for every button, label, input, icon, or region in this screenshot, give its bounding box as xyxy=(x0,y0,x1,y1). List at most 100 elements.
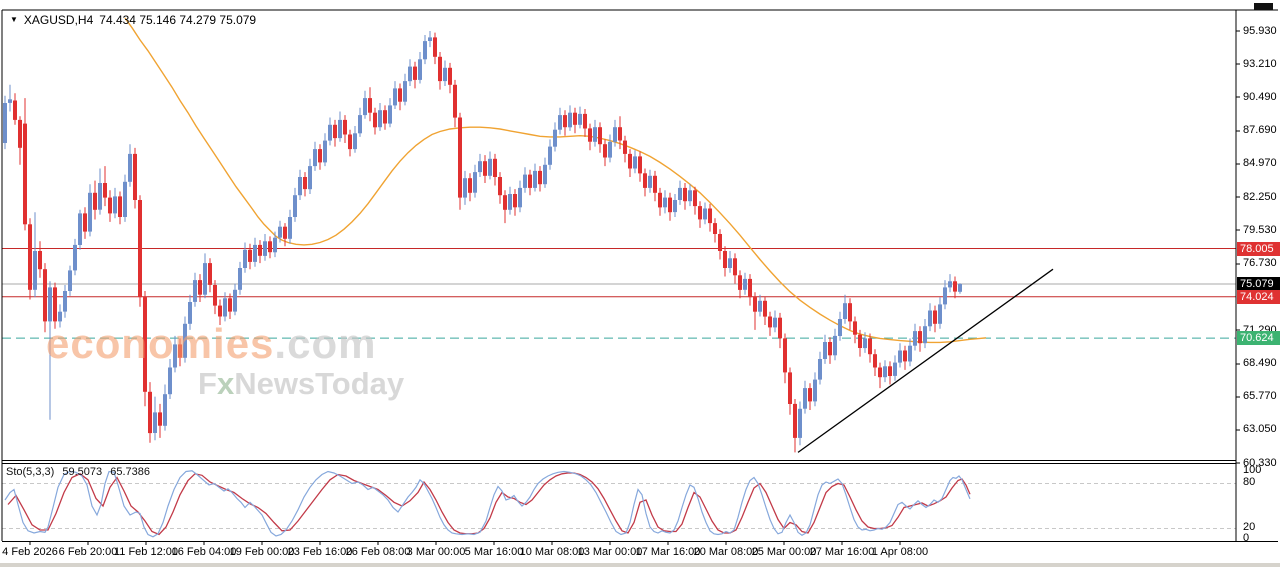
candle-body xyxy=(763,300,767,317)
candle-body xyxy=(178,344,182,358)
candle-body xyxy=(498,177,502,196)
candle-body xyxy=(313,149,317,167)
candle-body xyxy=(563,115,567,128)
candle-body xyxy=(813,379,817,402)
candle-body xyxy=(318,149,322,163)
trendline[interactable] xyxy=(797,268,1054,453)
price-tick-label: 82.250 xyxy=(1243,191,1277,203)
candle-body xyxy=(898,350,902,363)
candle-body xyxy=(183,323,187,358)
candle-body xyxy=(108,197,112,214)
candle-body xyxy=(113,196,117,214)
candle-body xyxy=(838,319,842,336)
candle-body xyxy=(303,177,307,190)
candle-body xyxy=(603,144,607,158)
candle-body xyxy=(33,251,37,290)
candle-body xyxy=(143,297,147,392)
sto-tick-label: 0 xyxy=(1243,532,1250,544)
candle-body xyxy=(588,128,592,142)
chart-title: ▼ XAGUSD,H4 74.434 75.146 74.279 75.079 xyxy=(10,13,256,27)
date-tick-label: 23 Feb 16:00 xyxy=(287,546,353,558)
candle-body xyxy=(478,161,482,173)
candle-body xyxy=(73,244,77,271)
price-tick-label: 63.050 xyxy=(1243,423,1277,435)
candle-body xyxy=(473,172,477,193)
candle-body xyxy=(193,280,197,302)
price-tick-label: 79.530 xyxy=(1243,224,1277,236)
candle-body xyxy=(958,284,962,292)
candle-body xyxy=(358,115,362,134)
candle-body xyxy=(23,123,27,225)
candle-body xyxy=(733,258,737,276)
candle-body xyxy=(338,119,342,139)
price-tick-label: 84.970 xyxy=(1243,157,1277,169)
chevron-down-icon[interactable]: ▼ xyxy=(10,15,18,24)
date-tick-label: 20 Mar 08:00 xyxy=(693,546,759,558)
candle-body xyxy=(903,350,907,362)
candle-body xyxy=(628,153,632,169)
candle-body xyxy=(518,187,522,208)
sto-tick-label: 80 xyxy=(1243,476,1256,488)
candle-body xyxy=(698,206,702,220)
candle-body xyxy=(523,174,527,188)
price-tick-label: 90.490 xyxy=(1243,91,1277,103)
candle-body xyxy=(488,158,492,176)
candle-body xyxy=(528,174,532,188)
symbol-timeframe: XAGUSD,H4 xyxy=(23,13,94,27)
candle-body xyxy=(768,316,772,328)
price-tick-label: 76.730 xyxy=(1243,257,1277,269)
date-tick-label: 3 Mar 00:00 xyxy=(406,546,466,558)
candle-body xyxy=(678,187,682,200)
sto-tick-label: 20 xyxy=(1243,521,1256,533)
candle-body xyxy=(138,200,142,298)
date-tick-label: 4 Feb 2026 xyxy=(2,546,58,558)
candle-body xyxy=(778,317,782,339)
candle-body xyxy=(513,194,517,208)
window-bottom-edge xyxy=(0,563,1280,567)
candle-body xyxy=(598,127,602,145)
candle-body xyxy=(433,37,437,57)
candle-body xyxy=(543,164,547,185)
candle-body xyxy=(268,241,272,253)
sto-k-value: 59.5073 xyxy=(62,466,103,478)
candle-body xyxy=(293,195,297,217)
price-tick-label: 93.210 xyxy=(1243,58,1277,70)
candle-body xyxy=(463,178,467,198)
candle-body xyxy=(78,213,82,245)
candle-body xyxy=(448,67,452,85)
candle-body xyxy=(773,317,777,328)
candle-body xyxy=(568,112,572,128)
candle-body xyxy=(343,119,347,135)
candle-body xyxy=(223,298,227,317)
candle-body xyxy=(493,158,497,177)
candle-body xyxy=(378,110,382,128)
candle-body xyxy=(873,354,877,368)
candle-body xyxy=(18,119,22,148)
candle-body xyxy=(868,338,872,355)
candle-body xyxy=(88,192,92,232)
price-tick-label: 95.930 xyxy=(1243,25,1277,37)
candle-body xyxy=(328,124,332,141)
candle-body xyxy=(103,183,107,198)
sto-name: Sto(5,3,3) xyxy=(6,466,55,478)
candle-body xyxy=(923,326,927,344)
candle-body xyxy=(538,170,542,185)
candle-body xyxy=(58,311,62,322)
candle-body xyxy=(688,190,692,202)
candle-body xyxy=(63,291,67,312)
candle-body xyxy=(728,258,732,268)
candle-body xyxy=(863,338,867,349)
candle-body xyxy=(363,98,367,116)
candle-body xyxy=(703,208,707,220)
candle-body xyxy=(403,81,407,102)
candle-body xyxy=(83,213,87,232)
candle-body xyxy=(683,187,687,202)
stochastic-indicator-label: Sto(5,3,3) 59.5073 65.7386 xyxy=(6,466,155,478)
date-tick-label: 26 Feb 08:00 xyxy=(345,546,411,558)
candle-body xyxy=(288,217,292,239)
candle-body xyxy=(218,305,222,317)
candle-body xyxy=(818,359,822,380)
date-tick-label: 19 Feb 00:00 xyxy=(229,546,295,558)
candle-body xyxy=(68,270,72,291)
